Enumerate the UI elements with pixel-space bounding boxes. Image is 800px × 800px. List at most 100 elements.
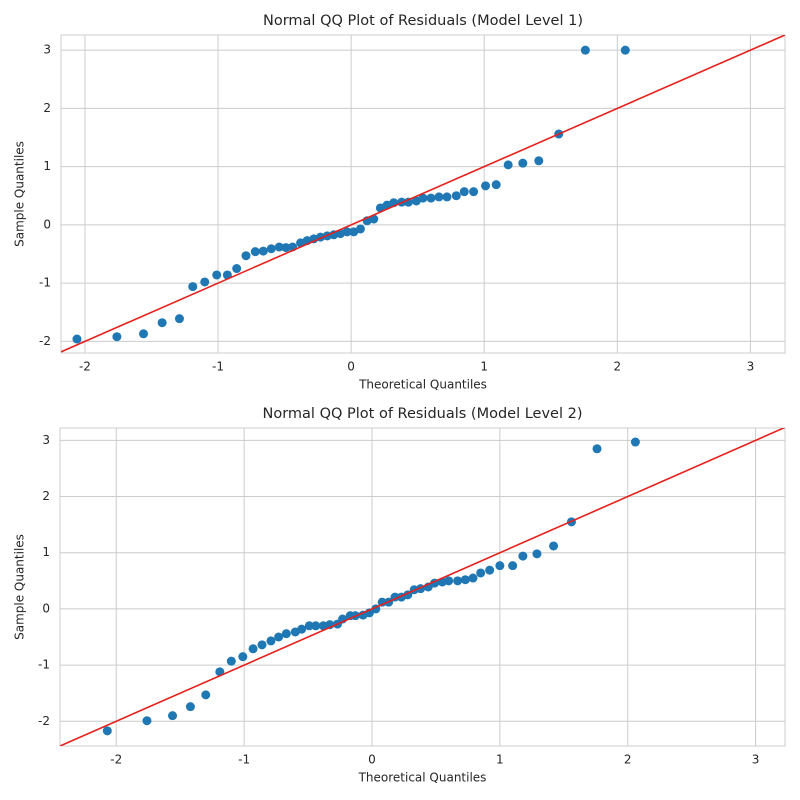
y-tick-label: 3 [42, 433, 50, 447]
reference-line [61, 35, 785, 353]
x-tick-label: 3 [747, 360, 755, 374]
axes-frame [59, 427, 786, 747]
point [532, 549, 542, 559]
point [508, 561, 518, 571]
point [281, 243, 291, 253]
point [248, 644, 258, 654]
y-tick-label: 2 [42, 489, 50, 503]
point [485, 565, 495, 575]
point [174, 314, 184, 324]
point [459, 187, 469, 197]
point [258, 246, 268, 256]
y-tick-label: 1 [43, 159, 51, 173]
point [212, 270, 222, 280]
point [102, 726, 112, 736]
point [188, 282, 198, 292]
point [580, 45, 590, 55]
point [518, 551, 528, 561]
point [185, 702, 195, 712]
y-tick-label: 0 [43, 217, 51, 231]
point [304, 621, 314, 631]
point [592, 444, 602, 454]
point [250, 247, 260, 257]
point [442, 192, 452, 202]
y-tick-label: -1 [39, 276, 51, 290]
point [257, 640, 267, 650]
x-axis-label: Theoretical Quantiles [358, 771, 487, 785]
point [241, 251, 251, 261]
point [460, 575, 470, 585]
x-tick-label: 0 [368, 753, 376, 767]
x-tick-label: 1 [496, 753, 504, 767]
point [620, 45, 630, 55]
point [112, 332, 122, 342]
point [451, 191, 461, 201]
point [226, 656, 236, 666]
x-tick-label: 3 [752, 753, 760, 767]
point [238, 652, 248, 662]
point [491, 180, 501, 190]
y-tick-label: 2 [43, 101, 51, 115]
point [201, 690, 211, 700]
y-tick-label: -1 [38, 658, 50, 672]
point [534, 156, 544, 166]
chart: -2 -1 0 1 2 3 -2 -1 0 1 2 3 Normal QQ Plot of Residu… [13, 13, 786, 392]
y-tick-label: -2 [39, 334, 51, 348]
point [426, 193, 436, 203]
x-tick-label: -1 [212, 360, 224, 374]
y-axis-label: Sample Quantiles [13, 534, 27, 640]
point [518, 158, 528, 168]
point [503, 160, 513, 170]
point [200, 277, 210, 287]
point [495, 561, 505, 571]
point [311, 621, 321, 631]
y-axis-label: Sample Quantiles [13, 141, 27, 247]
point [418, 193, 428, 203]
y-tick-label: 3 [43, 43, 51, 57]
x-tick-label: 2 [613, 360, 621, 374]
chart-title: Normal QQ Plot of Residuals (Model Level… [263, 13, 583, 29]
point [139, 329, 149, 339]
x-tick-label: 2 [624, 753, 632, 767]
point [403, 197, 413, 207]
point [72, 334, 82, 344]
point [329, 230, 339, 240]
point [281, 629, 291, 639]
y-tick-label: 1 [42, 545, 50, 559]
y-tick-label: 0 [42, 601, 50, 615]
point [274, 242, 284, 252]
x-tick-label: -2 [110, 753, 122, 767]
point [434, 192, 444, 202]
x-tick-label: 0 [347, 360, 355, 374]
x-tick-label: -2 [79, 360, 91, 374]
chart-title: Normal QQ Plot of Residuals (Model Level… [263, 406, 583, 422]
point [481, 181, 491, 191]
point [453, 576, 463, 586]
point [274, 632, 284, 642]
point [232, 264, 242, 274]
point [266, 244, 276, 254]
x-tick-label: -1 [238, 753, 250, 767]
point [476, 568, 486, 578]
reference-line [60, 428, 785, 746]
axes-frame [60, 34, 786, 354]
point [297, 624, 307, 634]
point [342, 227, 352, 237]
x-tick-label: 1 [480, 360, 488, 374]
point [469, 187, 479, 197]
y-tick-label: -2 [38, 714, 50, 728]
chart: -2 -1 0 1 2 3 -2 -1 0 1 2 3 Normal QQ Plot of Residu… [13, 406, 786, 785]
point [468, 573, 478, 583]
x-axis-label: Theoretical Quantiles [358, 378, 487, 392]
point [549, 541, 559, 551]
point [377, 597, 387, 607]
point [355, 224, 365, 234]
point [444, 576, 454, 586]
point [630, 437, 640, 447]
point [157, 318, 167, 328]
point [266, 636, 276, 646]
point [168, 711, 178, 721]
point [142, 716, 152, 726]
